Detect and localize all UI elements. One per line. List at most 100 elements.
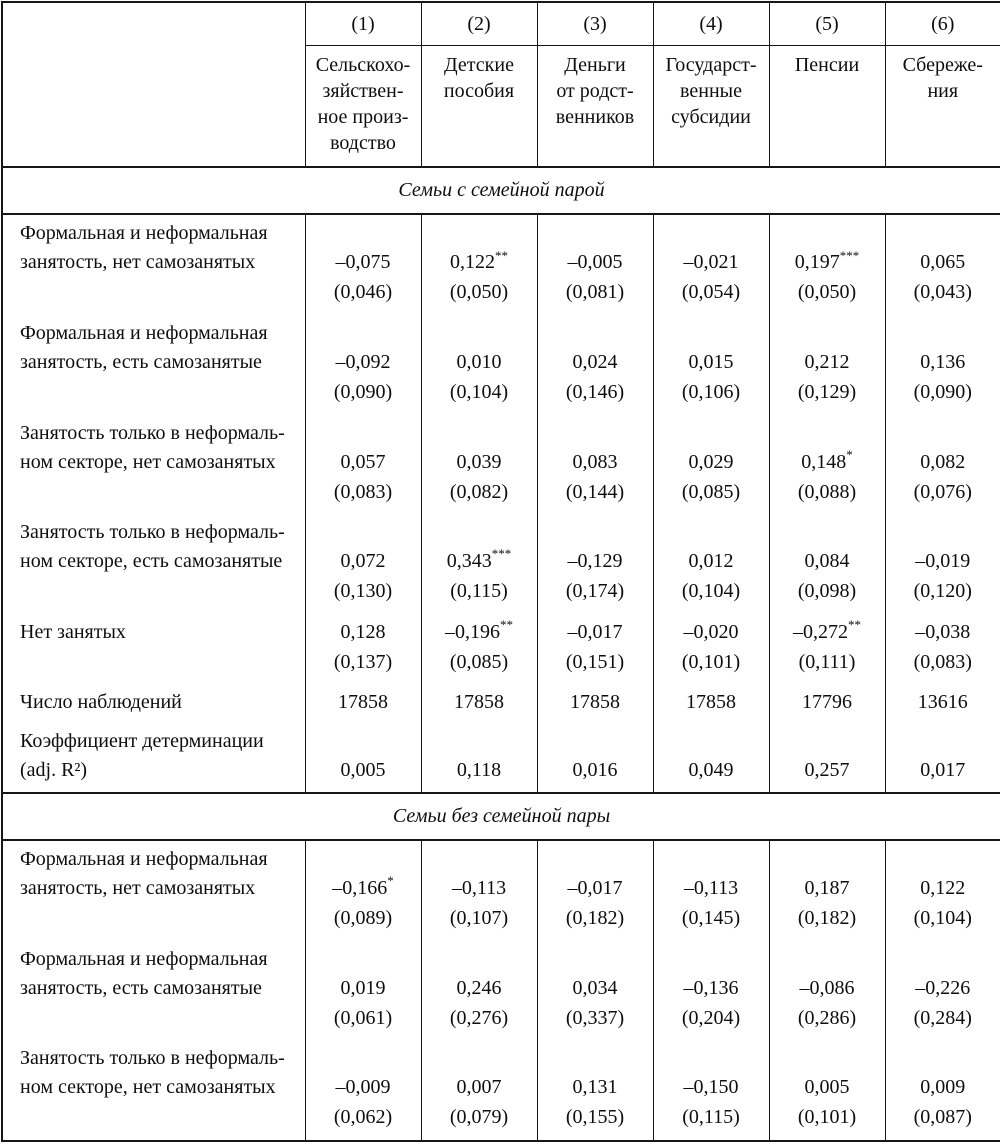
standard-error: (0,286) bbox=[797, 1006, 857, 1029]
coefficient-value-line: 17858 bbox=[424, 688, 535, 717]
coefficient-value: –0,075 bbox=[335, 251, 391, 274]
coefficient-cell: 0,131 (0,155) bbox=[536, 1040, 653, 1141]
table-row: Коэффициент детерминации (adj. R²) 0,005 0… bbox=[2, 723, 1000, 793]
coefficient-cell: 0,122 (0,104) bbox=[884, 840, 1000, 941]
significance-stars: ** bbox=[848, 617, 861, 633]
coefficient-cell: 0,017 bbox=[884, 723, 1000, 793]
standard-error: (0,151) bbox=[565, 650, 625, 673]
table-body: Семьи с семейной парой Формальная и нефор… bbox=[2, 165, 1000, 1141]
coefficient-value: 17858 bbox=[338, 691, 388, 714]
standard-error: (0,083) bbox=[913, 650, 972, 673]
standard-error: (0,088) bbox=[797, 480, 857, 503]
coefficient-value: 0,065 bbox=[920, 251, 966, 274]
coefficient-value-line: –0,075 bbox=[308, 248, 419, 277]
coefficient-value: –0,005 bbox=[567, 251, 623, 274]
column-number: (1) bbox=[304, 2, 421, 46]
coefficient-value-line: 0,148* bbox=[772, 448, 883, 477]
coefficient-cell: 17858 bbox=[420, 684, 537, 724]
column-header: Сбереже- ния bbox=[884, 45, 1000, 167]
coefficient-cell: –0,017 (0,151) bbox=[536, 613, 653, 685]
coefficient-value-line: 0,007 bbox=[424, 1073, 535, 1102]
coefficient-value-line: –0,113 bbox=[424, 874, 535, 903]
coefficient-value-line: 0,082 bbox=[888, 448, 999, 477]
table-row: Формальная и неформальная занятость, ест… bbox=[2, 314, 1000, 415]
coefficient-value-line: –0,129 bbox=[540, 547, 651, 576]
table-row: Занятость только в неформаль- ном сектор… bbox=[2, 1040, 1000, 1141]
coefficient-value-line: 0,016 bbox=[540, 756, 651, 785]
coefficient-value: –0,113 bbox=[451, 877, 507, 900]
standard-error: (0,089) bbox=[333, 907, 393, 930]
coefficient-value: –0,136 bbox=[683, 976, 739, 999]
standard-error: (0,085) bbox=[449, 650, 509, 673]
coefficient-value-line: 13616 bbox=[888, 688, 999, 717]
row-label: Формальная и неформальная занятость, нет… bbox=[20, 222, 268, 274]
coefficient-value-line: 17858 bbox=[540, 688, 651, 717]
coefficient-value-line: 0,012 bbox=[656, 547, 767, 576]
coefficient-value-line: 0,118 bbox=[424, 756, 535, 785]
standard-error: (0,107) bbox=[449, 907, 509, 930]
standard-error: (0,085) bbox=[681, 480, 741, 503]
table-header: (1) (2) (3) (4) (5) (6) Сельскохо- зяйствен- … bbox=[2, 2, 1000, 167]
coefficient-value: –0,113 bbox=[683, 877, 739, 900]
significance-stars: *** bbox=[839, 247, 860, 263]
standard-error: (0,115) bbox=[450, 580, 508, 603]
section-header-row: Семьи без семейной пары bbox=[2, 791, 1000, 842]
standard-error: (0,076) bbox=[913, 480, 972, 503]
coefficient-value-line: –0,150 bbox=[656, 1073, 767, 1102]
coefficient-value: 0,084 bbox=[804, 550, 850, 573]
coefficient-value: –0,017 bbox=[567, 877, 623, 900]
coefficient-value: 0,049 bbox=[688, 759, 734, 782]
coefficient-cell: 0,019 (0,061) bbox=[304, 940, 421, 1041]
standard-error: (0,182) bbox=[565, 907, 625, 930]
standard-error: (0,137) bbox=[333, 650, 393, 673]
coefficient-cell: –0,017 (0,182) bbox=[536, 840, 653, 941]
coefficient-value-line: –0,019 bbox=[888, 547, 999, 576]
coefficient-cell: 0,343*** (0,115) bbox=[420, 514, 537, 614]
coefficient-value-line: –0,226 bbox=[888, 974, 999, 1003]
coefficient-value: 0,029 bbox=[688, 450, 734, 473]
standard-error: (0,054) bbox=[681, 281, 741, 304]
coefficient-cell: –0,086 (0,286) bbox=[768, 940, 885, 1041]
coefficient-cell: 0,034 (0,337) bbox=[536, 940, 653, 1041]
coefficient-cell: –0,226 (0,284) bbox=[884, 940, 1000, 1041]
coefficient-value: 0,122 bbox=[450, 251, 495, 274]
coefficient-cell: 17858 bbox=[304, 684, 421, 724]
significance-stars: * bbox=[846, 446, 853, 462]
standard-error: (0,182) bbox=[797, 907, 857, 930]
coefficient-cell: 0,212 (0,129) bbox=[768, 314, 885, 415]
coefficient-value-line: 0,034 bbox=[540, 974, 651, 1003]
column-header: Деньги от родст- венников bbox=[536, 45, 653, 167]
coefficient-cell: –0,113 (0,107) bbox=[420, 840, 537, 941]
coefficient-value: –0,038 bbox=[915, 620, 971, 643]
standard-error: (0,079) bbox=[449, 1106, 509, 1129]
coefficient-cell: 0,084 (0,098) bbox=[768, 514, 885, 614]
coefficient-value-line: 0,005 bbox=[308, 756, 419, 785]
standard-error: (0,145) bbox=[681, 907, 741, 930]
standard-error: (0,155) bbox=[565, 1106, 625, 1129]
coefficient-value: 0,343 bbox=[446, 550, 492, 573]
standard-error: (0,106) bbox=[681, 380, 741, 403]
coefficient-value: 0,016 bbox=[572, 759, 618, 782]
table-row: Число наблюдений 17858 17858 17858 17858 1779… bbox=[2, 684, 1000, 724]
coefficient-value-line: –0,196** bbox=[424, 618, 535, 647]
coefficient-value-line: –0,092 bbox=[308, 348, 419, 377]
coefficient-value: –0,019 bbox=[915, 550, 971, 573]
coefficient-cell: 0,072 (0,130) bbox=[304, 514, 421, 614]
coefficient-value-line: 0,005 bbox=[772, 1073, 883, 1102]
coefficient-value: 0,005 bbox=[804, 1076, 850, 1099]
coefficient-cell: 0,136 (0,090) bbox=[884, 314, 1000, 415]
coefficient-value: –0,009 bbox=[335, 1076, 391, 1099]
coefficient-cell: 0,118 bbox=[420, 723, 537, 793]
coefficient-cell: 0,148* (0,088) bbox=[768, 414, 885, 515]
coefficient-value: –0,129 bbox=[567, 550, 623, 573]
standard-error: (0,204) bbox=[681, 1006, 741, 1029]
coefficient-value-line: 0,024 bbox=[540, 348, 651, 377]
standard-error: (0,087) bbox=[913, 1106, 972, 1129]
coefficient-value: 0,017 bbox=[920, 759, 966, 782]
coefficient-value-line: –0,017 bbox=[540, 618, 651, 647]
standard-error: (0,144) bbox=[565, 480, 625, 503]
standard-error: (0,115) bbox=[682, 1106, 740, 1129]
coefficient-cell: 0,083 (0,144) bbox=[536, 414, 653, 515]
standard-error: (0,050) bbox=[449, 281, 509, 304]
coefficient-value-line: –0,005 bbox=[540, 248, 651, 277]
